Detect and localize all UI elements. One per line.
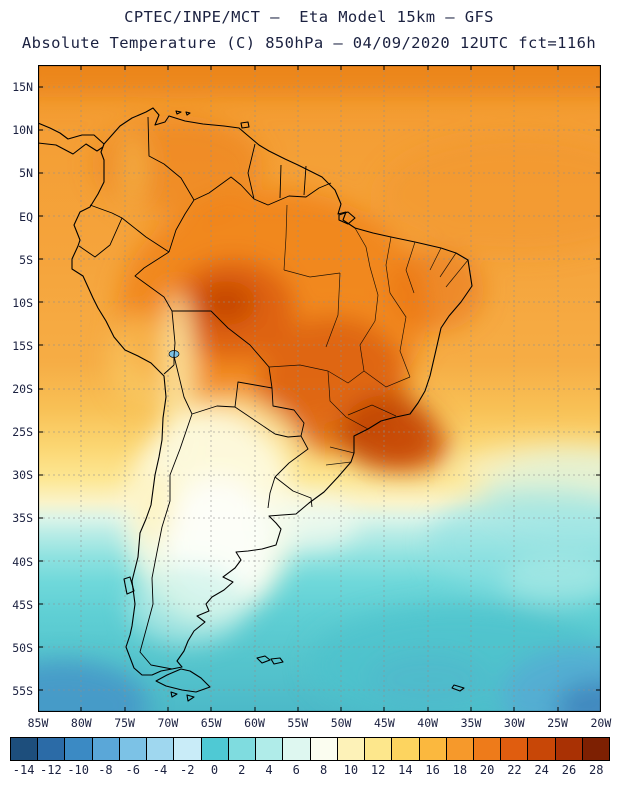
coastline: [38, 107, 473, 702]
colorbar-cell-4: [256, 738, 284, 760]
lat-tick-label-15S: 15S: [12, 338, 33, 353]
colorbar-value-label: -2: [180, 763, 195, 777]
colorbar-value-label: 6: [292, 763, 300, 777]
lon-tick-label-75W: 75W: [114, 716, 135, 730]
colorbar-cell-24: [528, 738, 556, 760]
lon-tick-label-35W: 35W: [460, 716, 482, 730]
lat-tick-label-EQ: EQ: [19, 209, 33, 224]
colorbar-cell--10: [65, 738, 93, 760]
colorbar-value-label: 24: [534, 763, 549, 777]
graticule-grid: [38, 65, 601, 712]
lon-tick-label-20W: 20W: [590, 716, 612, 730]
lat-tick-label-35S: 35S: [12, 511, 33, 526]
colorbar-labels: -14 -12 -10 -8 -6 -4 -2 0 2 4 6 8 10 12 14 16 18 20 22 24 26…: [10, 763, 610, 779]
colorbar-cell-8: [310, 738, 338, 760]
colorbar-cell--6: [119, 738, 148, 760]
colorbar-value-label: 12: [370, 763, 386, 777]
south-america-temperature-map: [37, 64, 602, 713]
lat-tick-label-10S: 10S: [12, 295, 33, 310]
lon-tick-label-50W: 50W: [330, 716, 352, 730]
lat-tick-label-5S: 5S: [19, 252, 33, 267]
colorbar-cell-2: [228, 738, 257, 760]
colorbar-cell-18: [446, 738, 474, 760]
colorbar-cell-14: [392, 738, 420, 760]
lon-tick-label-80W: 80W: [70, 716, 92, 730]
lon-tick-label-45W: 45W: [374, 716, 395, 730]
colorbar-cell-20: [473, 738, 502, 760]
colorbar-value-label: 4: [265, 763, 273, 777]
lat-tick-label-45S: 45S: [12, 597, 33, 612]
axis-ticks: [38, 65, 601, 712]
colorbar-cell-16: [419, 738, 447, 760]
colorbar-value-label: -6: [125, 763, 140, 777]
colorbar: [10, 737, 610, 761]
colorbar-cell--2: [174, 738, 202, 760]
latitude-axis: 15N 10N 5N EQ 5S 10S 15S 20S 25S 30S 35S 40S 45S 50S 5…: [0, 0, 34, 800]
page-title: CPTEC/INPE/MCT – Eta Model 15km – GFS: [124, 8, 494, 26]
page-subtitle: Absolute Temperature (C) 850hPa – 04/09/…: [21, 34, 597, 52]
lon-tick-label-55W: 55W: [287, 716, 309, 730]
colorbar-cell-26: [555, 738, 583, 760]
lon-tick-label-60W: 60W: [244, 716, 265, 730]
colorbar-value-label: 10: [343, 763, 359, 777]
colorbar-cell--4: [147, 738, 175, 760]
colorbar-value-label: 14: [398, 763, 413, 777]
colorbar-value-label: 18: [452, 763, 468, 777]
lat-tick-label-40S: 40S: [12, 554, 33, 569]
colorbar-value-label: -4: [152, 763, 168, 777]
colorbar-value-label: -10: [67, 763, 89, 777]
lat-tick-label-30S: 30S: [12, 468, 33, 483]
lon-tick-label-85W: 85W: [27, 716, 49, 730]
colorbar-cell--8: [92, 738, 120, 760]
colorbar-cell-0: [201, 738, 229, 760]
colorbar-value-label: 20: [479, 763, 495, 777]
lon-tick-label-40W: 40W: [417, 716, 439, 730]
colorbar-value-label: 8: [319, 763, 328, 777]
colorbar-value-label: 2: [238, 763, 246, 777]
colorbar-cell--14: [11, 738, 39, 760]
lon-tick-label-70W: 70W: [157, 716, 179, 730]
colorbar-cell--12: [38, 738, 66, 760]
lat-tick-label-10N: 10N: [12, 123, 33, 138]
lat-tick-label-5N: 5N: [19, 166, 33, 181]
colorbar-value-label: -14: [12, 763, 35, 777]
lat-tick-label-25S: 25S: [12, 425, 33, 440]
map-frame: [37, 64, 602, 713]
colorbar-cell-10: [337, 738, 366, 760]
lat-tick-label-55S: 55S: [12, 683, 33, 698]
lon-tick-label-30W: 30W: [503, 716, 525, 730]
state-borders: [268, 204, 469, 466]
colorbar-cell-28: [582, 738, 610, 760]
lat-tick-label-15N: 15N: [12, 80, 33, 95]
colorbar-cell-12: [365, 738, 393, 760]
colorbar-value-label: 22: [507, 763, 522, 777]
country-borders: [78, 116, 332, 670]
colorbar-value-label: -12: [40, 763, 62, 777]
colorbar-value-label: 16: [425, 763, 440, 777]
colorbar-value-label: 0: [210, 763, 219, 777]
map-border: [37, 64, 602, 713]
colorbar-cell-6: [283, 738, 311, 760]
lon-tick-label-65W: 65W: [200, 716, 222, 730]
colorbar-cell-22: [501, 738, 529, 760]
lat-tick-label-50S: 50S: [12, 640, 33, 655]
lat-tick-label-20S: 20S: [12, 382, 33, 397]
lon-tick-label-25W: 25W: [547, 716, 568, 730]
colorbar-value-label: -8: [98, 763, 113, 777]
colorbar-value-label: 28: [588, 763, 604, 777]
colorbar-value-label: 26: [561, 763, 577, 777]
